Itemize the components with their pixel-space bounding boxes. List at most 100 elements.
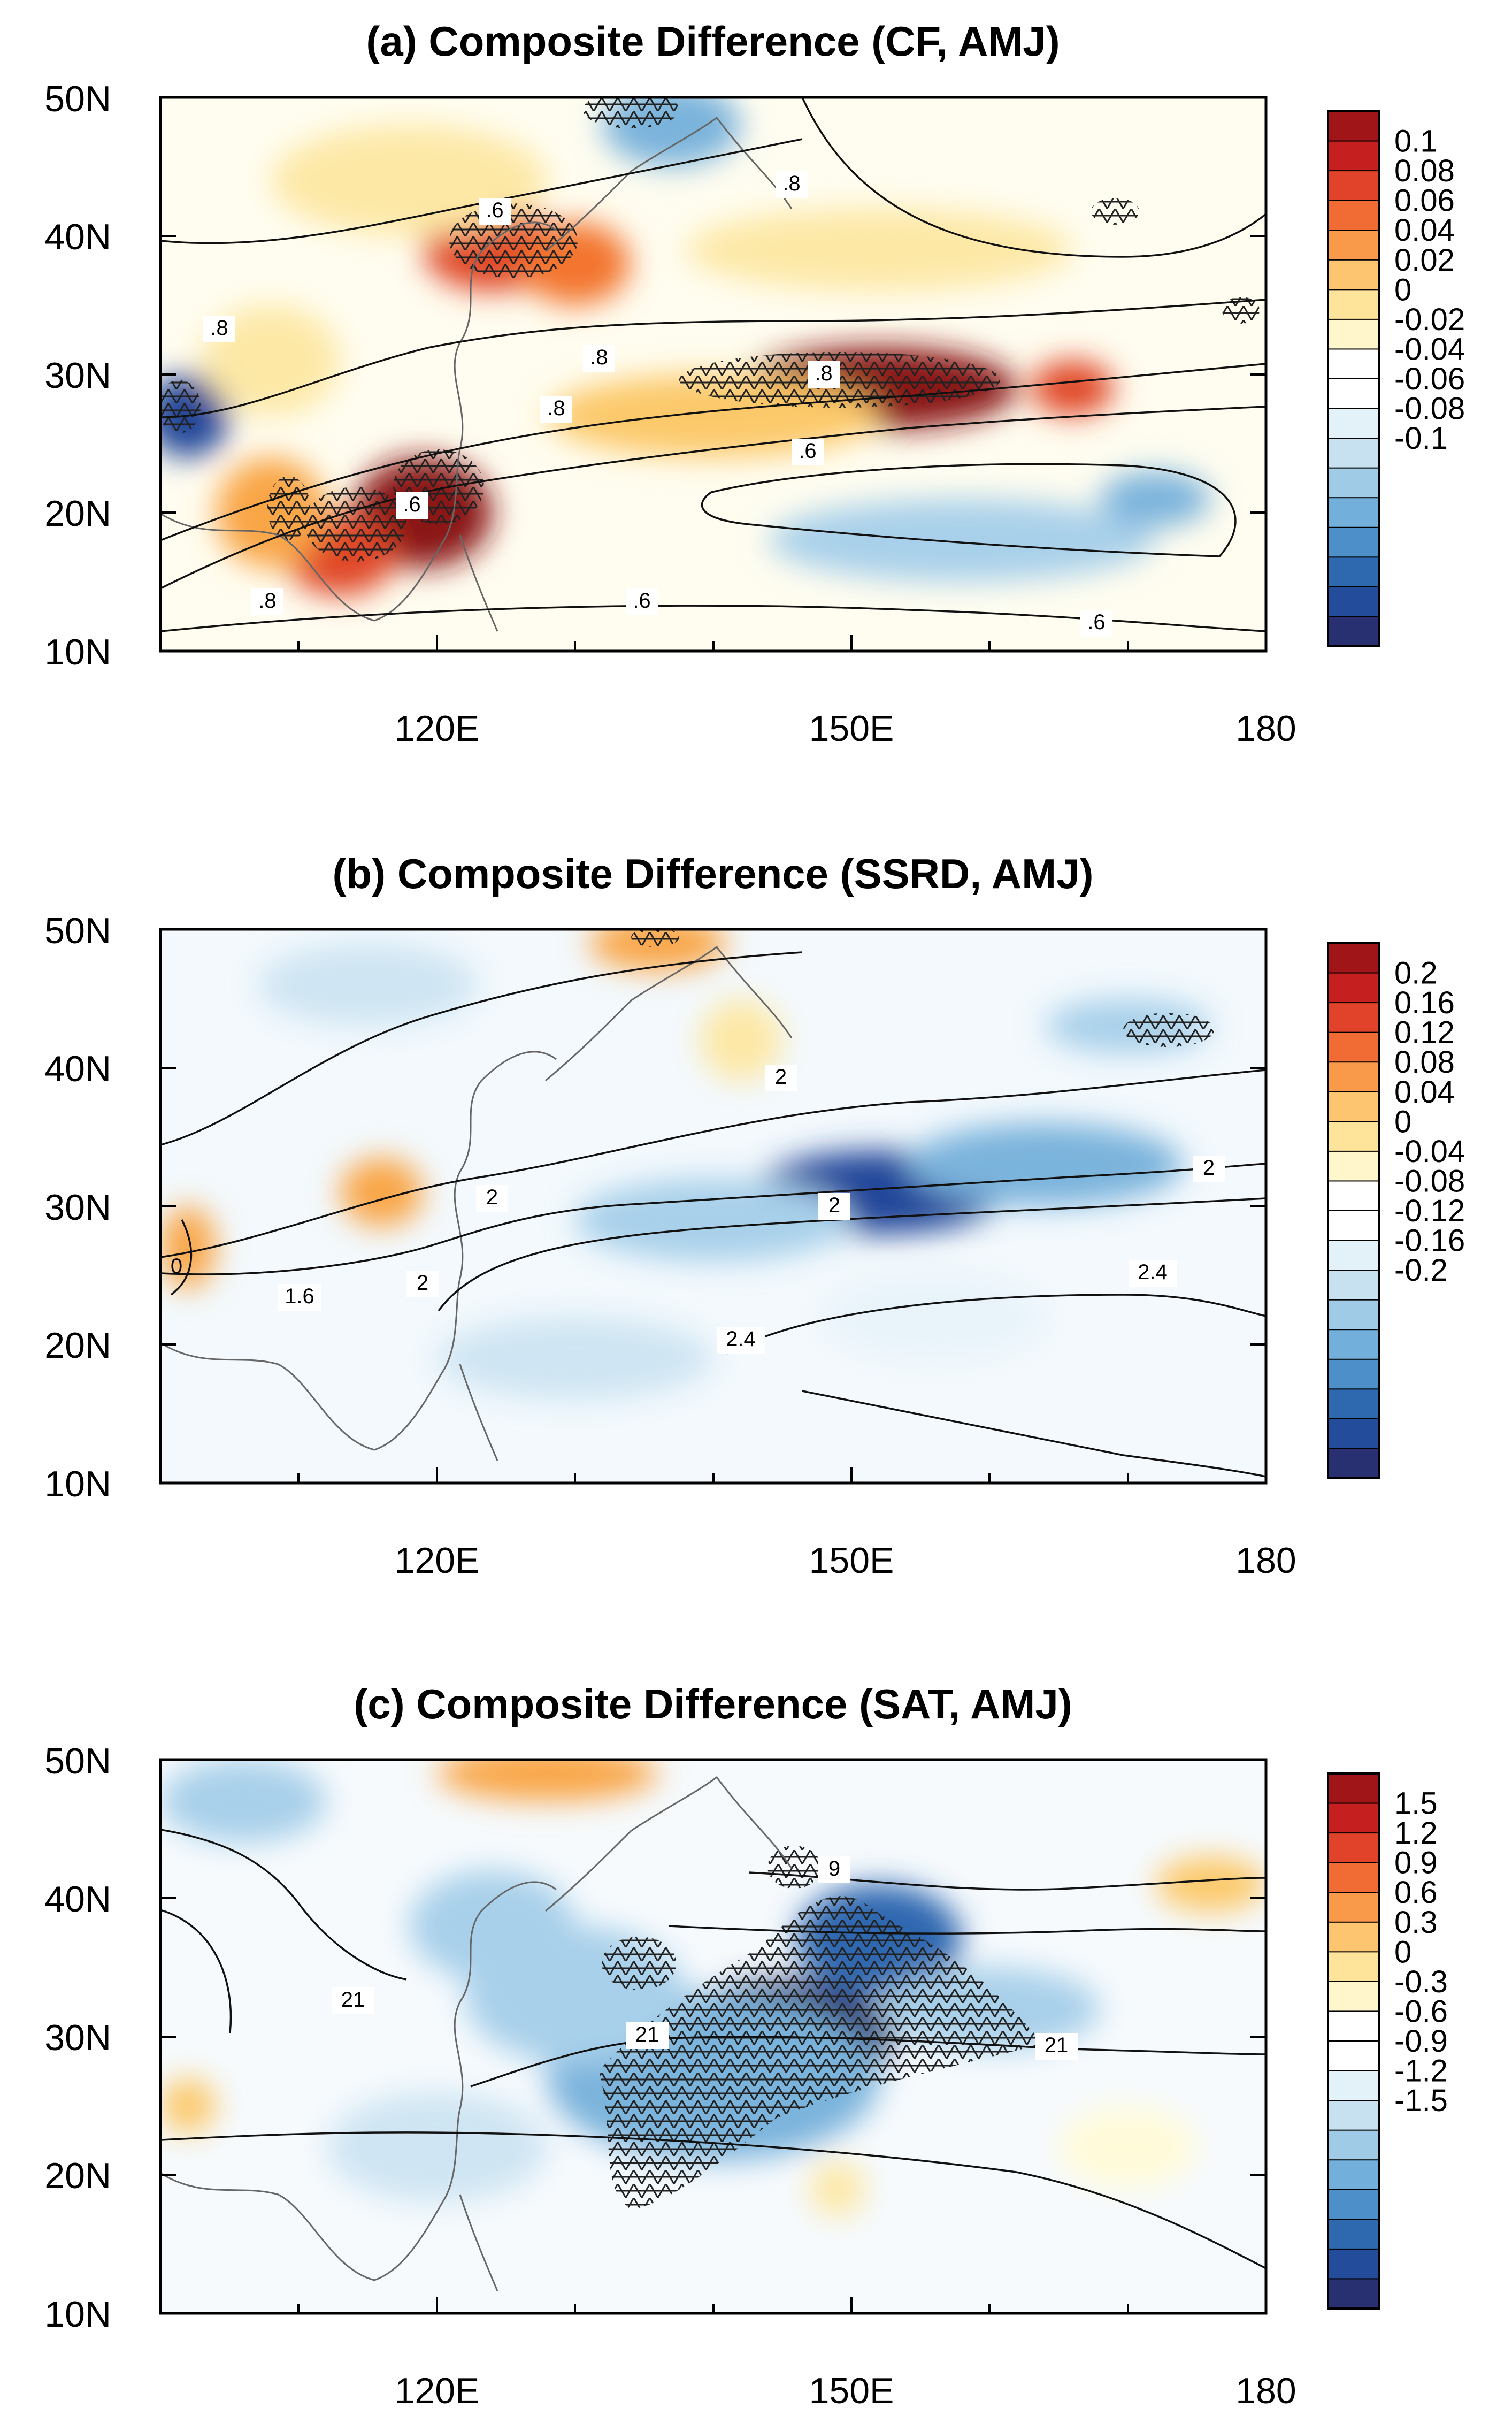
panel-b: (b) Composite Difference (SSRD, AMJ)	[44, 850, 1465, 1581]
panel-c-contour	[668, 1925, 1266, 1935]
panel-b-contour-label-bg	[765, 1065, 797, 1091]
colorbar-segment	[1327, 2129, 1380, 2161]
colorbar-segment	[1327, 1448, 1380, 1479]
panel-c-x-tick-label: 120E	[395, 2371, 480, 2411]
colorbar-segment	[1327, 1418, 1380, 1449]
panel-a-contour-label: .8	[210, 316, 228, 340]
colorbar-label: 0.6	[1394, 1875, 1438, 1910]
panel-a-x-tick-label: 120E	[395, 708, 480, 749]
panel-a-y-tick-label: 50N	[44, 79, 111, 119]
panel-b-colorbar-frame	[1327, 942, 1380, 1479]
colorbar-label: 0.12	[1394, 1015, 1455, 1050]
colorbar-label: -0.3	[1394, 1964, 1448, 1999]
panel-c-y-tick-label: 30N	[44, 2017, 111, 2058]
panel-b-contour-label: 0	[171, 1255, 182, 1278]
colorbar-label: 0.02	[1394, 243, 1455, 278]
panel-a-contour-label: .8	[590, 346, 608, 369]
panel-a-contour-labels: .8 .6 .8 .8 .8 .6 .6 .8 .6 .8	[203, 171, 1112, 637]
colorbar-segment	[1327, 556, 1380, 588]
panel-b-y-tick-label: 20N	[44, 1325, 111, 1366]
panel-c-coast-taiwan-philippines	[459, 2194, 498, 2291]
panel-b-contour	[160, 1163, 1266, 1275]
anomaly-blob	[1031, 360, 1114, 416]
panel-b-contour-label-bg	[278, 1284, 321, 1311]
anomaly-blob	[575, 1178, 851, 1262]
colorbar-segment	[1327, 1832, 1380, 1864]
colorbar-label: -0.6	[1394, 1994, 1448, 2029]
panel-c-contour-label-bg	[1035, 2033, 1078, 2060]
colorbar-segment	[1327, 1981, 1380, 2012]
anomaly-blob	[1058, 2105, 1197, 2189]
colorbar-segment	[1327, 1002, 1380, 1034]
panel-a-contour-label-bg	[1080, 610, 1112, 637]
panel-c-contour-label: 9	[828, 1857, 840, 1880]
panel-b-contour-label-bg	[717, 1327, 765, 1354]
colorbar-label: -0.1	[1394, 421, 1448, 456]
colorbar-label: 0.08	[1394, 154, 1455, 188]
colorbar-segment	[1327, 200, 1380, 231]
panel-a-coast-japan	[545, 116, 793, 253]
anomaly-blob	[907, 1123, 1183, 1206]
panel-c-hatch	[602, 1937, 677, 1990]
panel-a-contour	[701, 463, 1237, 557]
panel-c-coastline	[160, 1776, 793, 2291]
panel-c-y-tick-label: 50N	[44, 1741, 111, 1782]
panel-c-contour	[470, 2036, 1266, 2088]
colorbar-label: -0.08	[1394, 392, 1465, 426]
panel-b-climatology-contours	[160, 951, 1266, 1478]
colorbar-segment	[1327, 170, 1380, 202]
colorbar-segment	[1327, 586, 1380, 617]
colorbar-segment	[1327, 1091, 1380, 1122]
colorbar-label: -0.9	[1394, 2024, 1448, 2059]
colorbar-segment	[1327, 1358, 1380, 1390]
anomaly-blob	[589, 929, 727, 971]
colorbar-label: -0.2	[1394, 1253, 1448, 1288]
colorbar-label: 0	[1394, 1104, 1411, 1139]
colorbar-segment	[1327, 318, 1380, 350]
panel-b-contour-label-bg	[818, 1193, 850, 1220]
panel-a-tick-marks	[160, 235, 1266, 651]
panel-c-x-tick-label: 150E	[809, 2371, 894, 2411]
panel-b-shading	[160, 929, 1211, 1400]
panel-a-contour-label-bg	[540, 396, 572, 423]
panel-a-contour-label-bg	[792, 439, 824, 465]
panel-a-hatch	[583, 97, 679, 128]
panel-b-contour-label: 2	[828, 1194, 840, 1217]
anomaly-blob	[160, 1206, 216, 1289]
panel-c-contour-label-bg	[332, 1987, 374, 2014]
anomaly-blob	[257, 943, 479, 1027]
colorbar-segment	[1327, 1802, 1380, 1834]
colorbar-segment	[1327, 2070, 1380, 2101]
colorbar-segment	[1327, 289, 1380, 320]
panel-b-contour-label: 2	[775, 1065, 787, 1089]
panel-c-contour-label: 21	[1045, 2034, 1069, 2057]
panel-b-contour-label-bg	[406, 1271, 439, 1297]
panel-b-y-tick-label: 30N	[44, 1187, 111, 1228]
panel-a: (a) Composite Difference (CF, AMJ)	[44, 18, 1465, 749]
panel-b-significance-hatching	[631, 929, 1214, 1047]
panel-a-hatch	[1222, 297, 1260, 324]
panel-b-contour	[160, 1069, 1266, 1258]
panel-c-hatch	[599, 1896, 1043, 2210]
panel-b-coast-japan	[545, 945, 793, 1082]
anomaly-blob	[810, 2161, 865, 2216]
panel-a-coastline	[160, 116, 793, 632]
panel-b-coast-taiwan-philippines	[459, 1364, 498, 1461]
panel-a-contour-label-bg	[776, 171, 808, 198]
colorbar-segment	[1327, 2189, 1380, 2220]
panel-c-contour	[160, 1909, 232, 2034]
panel-b-y-tick-label: 50N	[44, 911, 111, 951]
panel-a-contour-label-bg	[396, 492, 428, 519]
colorbar-segment	[1327, 1150, 1380, 1182]
anomaly-blob	[768, 499, 1156, 582]
colorbar-segment	[1327, 1951, 1380, 1983]
anomaly-blob	[699, 998, 782, 1082]
panel-b-y-tick-label: 40N	[44, 1049, 111, 1089]
panel-a-contour	[160, 363, 1266, 541]
anomaly-blob	[1155, 1856, 1266, 1912]
colorbar-label: 0.08	[1394, 1045, 1455, 1080]
panel-b-contour	[170, 1219, 193, 1296]
colorbar-segment	[1327, 2159, 1380, 2191]
panel-a-contour-label-bg	[479, 198, 511, 225]
colorbar-segment	[1327, 1121, 1380, 1152]
